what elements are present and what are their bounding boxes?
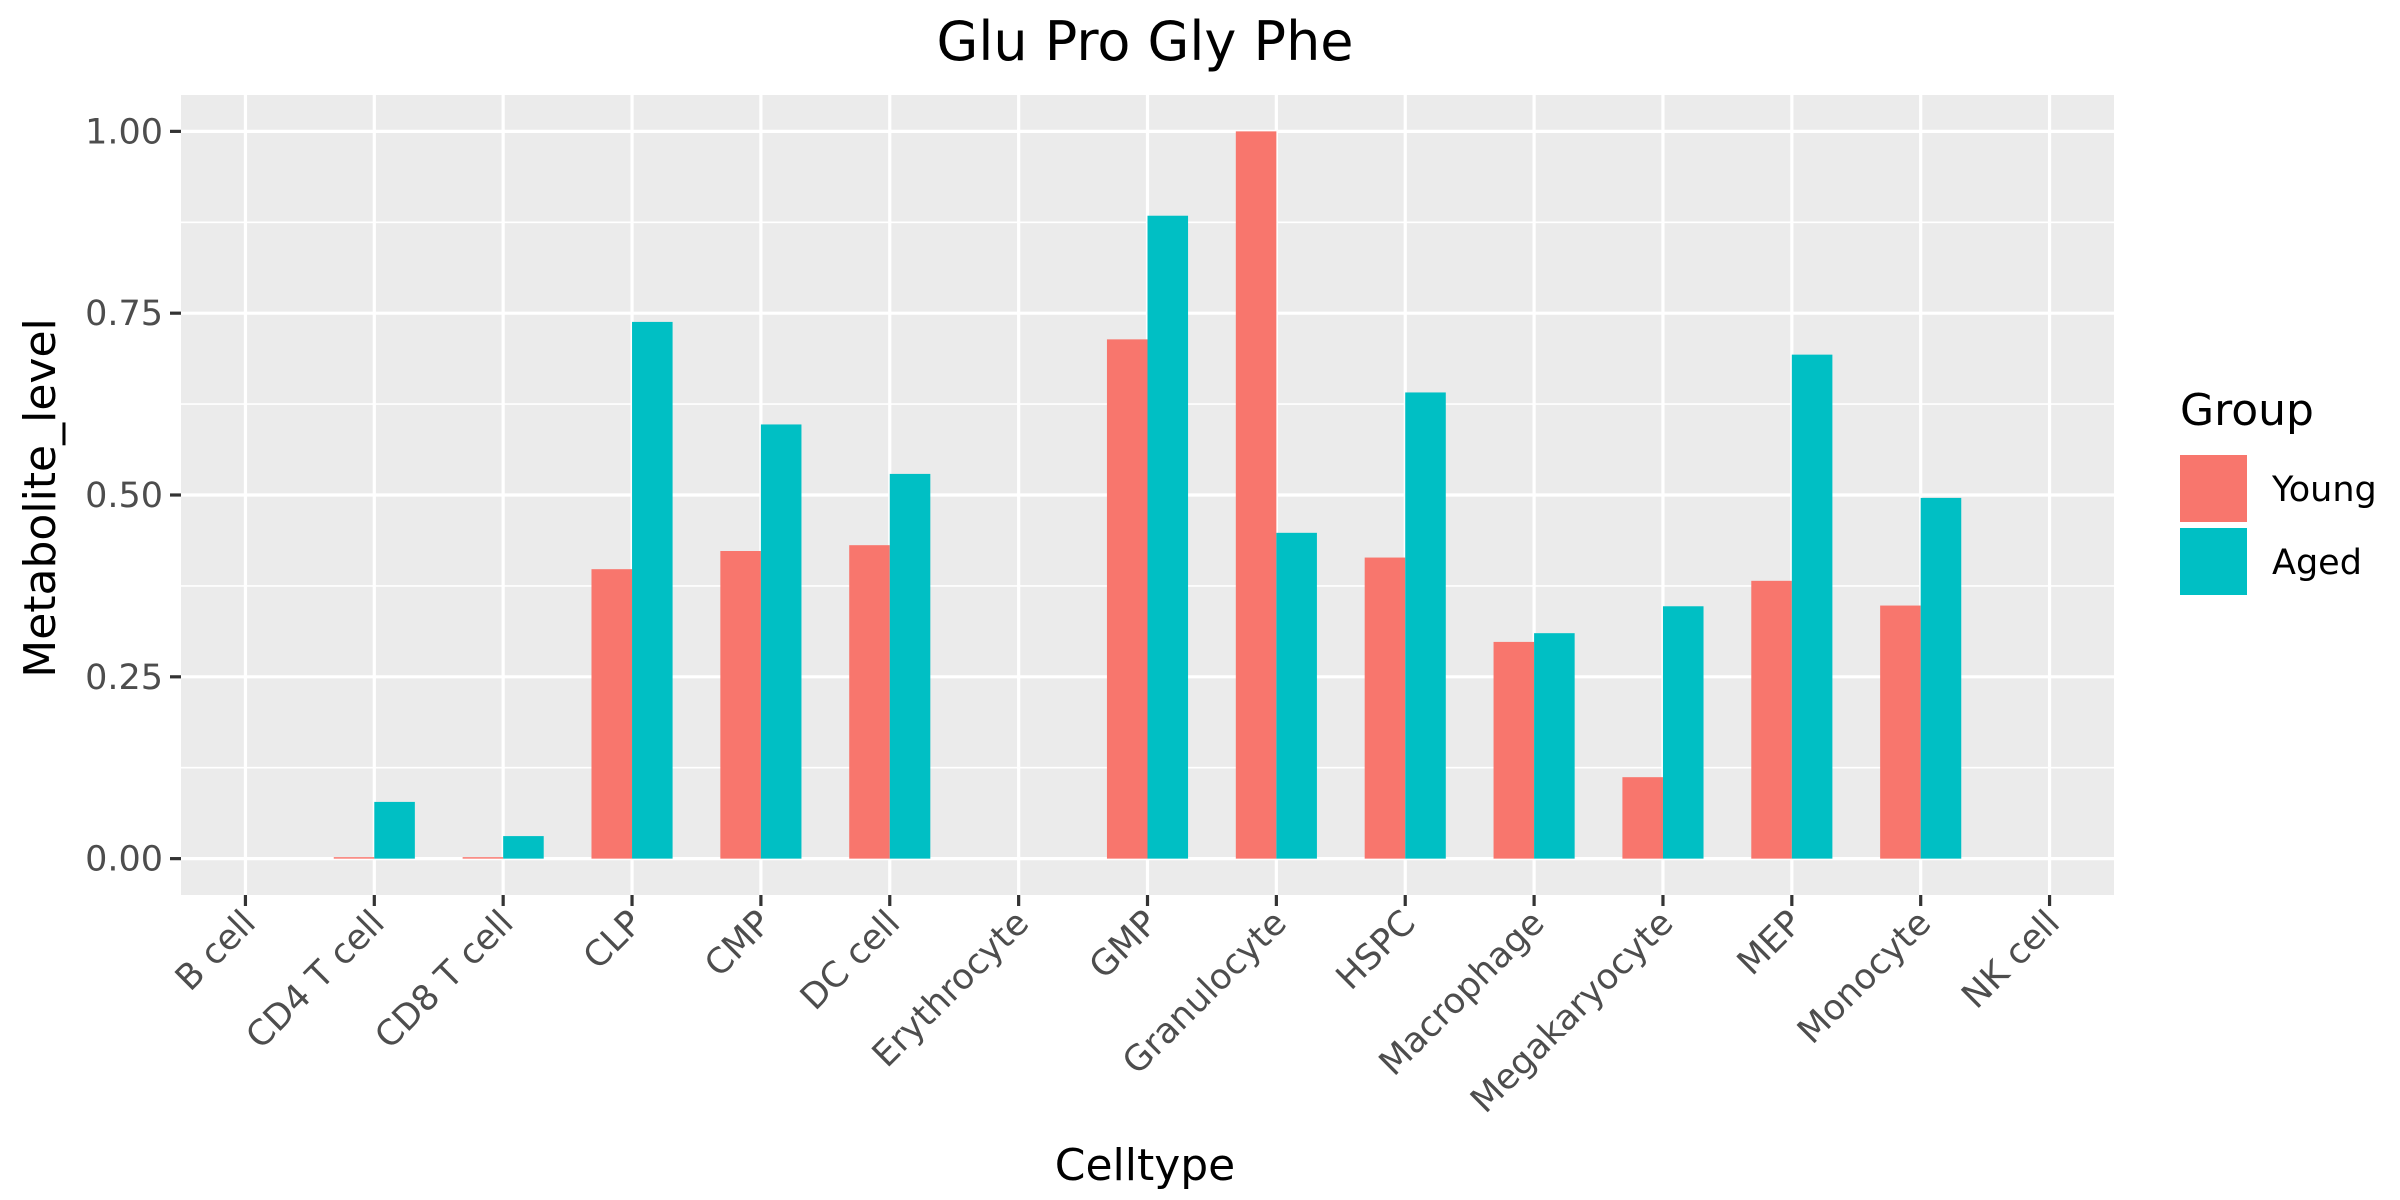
legend: Group Young Aged [2180, 385, 2377, 595]
x-axis-title: Celltype [1055, 1140, 1236, 1191]
bar-young-cd4-t-cell [333, 857, 375, 859]
bar-young-granulocyte [1235, 131, 1277, 859]
y-tick-label: 1.00 [85, 112, 163, 152]
bar-aged-hspc [1405, 392, 1446, 859]
bar-young-cmp [720, 551, 761, 859]
bar-aged-dc-cell [889, 473, 931, 859]
legend-key-aged [2180, 528, 2247, 595]
legend-label-aged: Aged [2272, 543, 2362, 583]
chart-title: Glu Pro Gly Phe [936, 10, 1353, 73]
x-tick-label: CD4 T cell [239, 903, 393, 1057]
x-tick-label: B cell [168, 903, 264, 999]
bar-aged-monocyte [1920, 497, 1962, 859]
x-tick-label: CMP [697, 903, 779, 985]
bar-young-clp [591, 569, 633, 859]
legend-key-young [2180, 455, 2247, 522]
x-tick-label: HSPC [1329, 903, 1424, 998]
bar-aged-clp [632, 321, 673, 859]
bar-young-macrophage [1493, 641, 1535, 859]
bars [333, 131, 1962, 859]
y-tick-label: 0.50 [85, 476, 163, 516]
y-tick-label: 0.00 [85, 840, 163, 880]
bar-young-cd8-t-cell [462, 857, 504, 859]
legend-label-young: Young [2271, 470, 2377, 510]
bar-young-dc-cell [849, 545, 890, 859]
bar-aged-cd8-t-cell [503, 836, 544, 859]
x-tick-label: GMP [1082, 903, 1166, 987]
x-tick-label: MEP [1730, 903, 1810, 983]
y-tick-label: 0.25 [85, 658, 163, 698]
y-axis-title: Metabolite_level [15, 318, 66, 678]
y-axis: 0.00 0.25 0.50 0.75 1.00 [85, 112, 181, 880]
bar-aged-mep [1791, 354, 1833, 859]
legend-title: Group [2180, 385, 2314, 436]
bar-young-gmp [1106, 339, 1148, 859]
bar-aged-granulocyte [1276, 532, 1317, 859]
bar-young-megakaryocyte [1622, 777, 1663, 859]
x-tick-label: DC cell [793, 903, 908, 1018]
x-tick-label: NK cell [1954, 903, 2067, 1016]
x-tick-label: CD8 T cell [368, 903, 522, 1057]
bar-young-mep [1751, 580, 1792, 859]
x-tick-label: CLP [576, 903, 650, 977]
bar-aged-gmp [1147, 215, 1189, 859]
bar-young-monocyte [1880, 605, 1921, 859]
bar-aged-megakaryocyte [1662, 606, 1704, 859]
y-tick-label: 0.75 [85, 294, 163, 334]
bar-young-hspc [1364, 557, 1406, 859]
bar-aged-cmp [760, 424, 802, 859]
bar-aged-cd4-t-cell [374, 801, 415, 859]
bar-aged-macrophage [1534, 633, 1575, 859]
x-tick-label: Monocyte [1790, 903, 1939, 1052]
